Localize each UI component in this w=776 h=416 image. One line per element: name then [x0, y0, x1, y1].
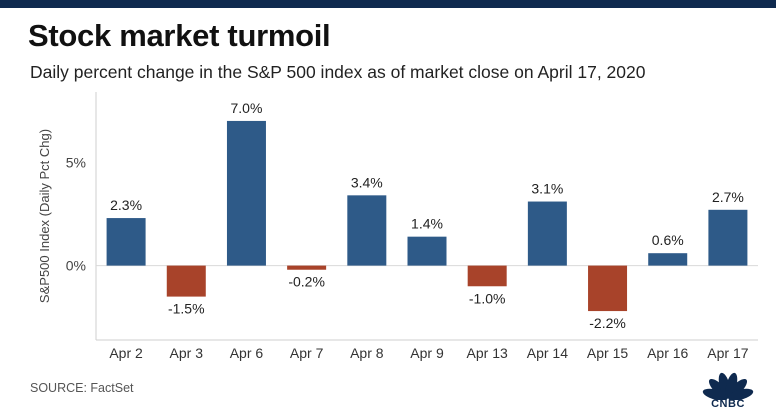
x-tick-label: Apr 13 [467, 345, 508, 361]
bar [527, 201, 567, 266]
bar [708, 209, 748, 266]
bar [407, 236, 447, 266]
data-label: 3.4% [351, 174, 383, 190]
data-label: -1.0% [469, 290, 506, 306]
chart-subtitle: Daily percent change in the S&P 500 inde… [30, 62, 646, 82]
bar [347, 195, 387, 266]
bar [648, 253, 688, 266]
y-axis-label: S&P500 Index (Daily Pct Chg) [37, 129, 52, 303]
x-tick-label: Apr 14 [527, 345, 568, 361]
x-tick-label: Apr 16 [647, 345, 688, 361]
peacock-icon [702, 372, 754, 401]
data-label: 2.7% [712, 189, 744, 205]
x-tick-label: Apr 15 [587, 345, 628, 361]
logo-text: CNBC [711, 398, 745, 410]
data-label: 3.1% [531, 181, 563, 197]
cnbc-logo: CNBC [700, 368, 756, 412]
bar [226, 120, 266, 266]
bar [166, 265, 206, 297]
x-tick-label: Apr 9 [410, 345, 444, 361]
data-label: 7.0% [230, 100, 262, 116]
data-label: 1.4% [411, 216, 443, 232]
x-tick-label: Apr 17 [707, 345, 748, 361]
top-accent-bar [0, 0, 776, 8]
x-tick-label: Apr 8 [350, 345, 384, 361]
y-tick-label: 5% [66, 154, 86, 170]
x-tick-label: Apr 7 [290, 345, 324, 361]
bar [467, 265, 507, 287]
x-tick-label: Apr 3 [170, 345, 204, 361]
data-label: -1.5% [168, 301, 205, 317]
data-label: -2.2% [589, 315, 626, 331]
chart-title: Stock market turmoil [28, 18, 331, 53]
bar [106, 218, 146, 266]
x-tick-label: Apr 6 [230, 345, 264, 361]
bar [287, 265, 327, 270]
x-tick-label: Apr 2 [109, 345, 143, 361]
bar [588, 265, 628, 312]
data-label: 0.6% [652, 232, 684, 248]
source-note: SOURCE: FactSet [30, 381, 134, 395]
data-label: -0.2% [288, 274, 325, 290]
data-label: 2.3% [110, 197, 142, 213]
y-tick-label: 0% [66, 258, 86, 274]
